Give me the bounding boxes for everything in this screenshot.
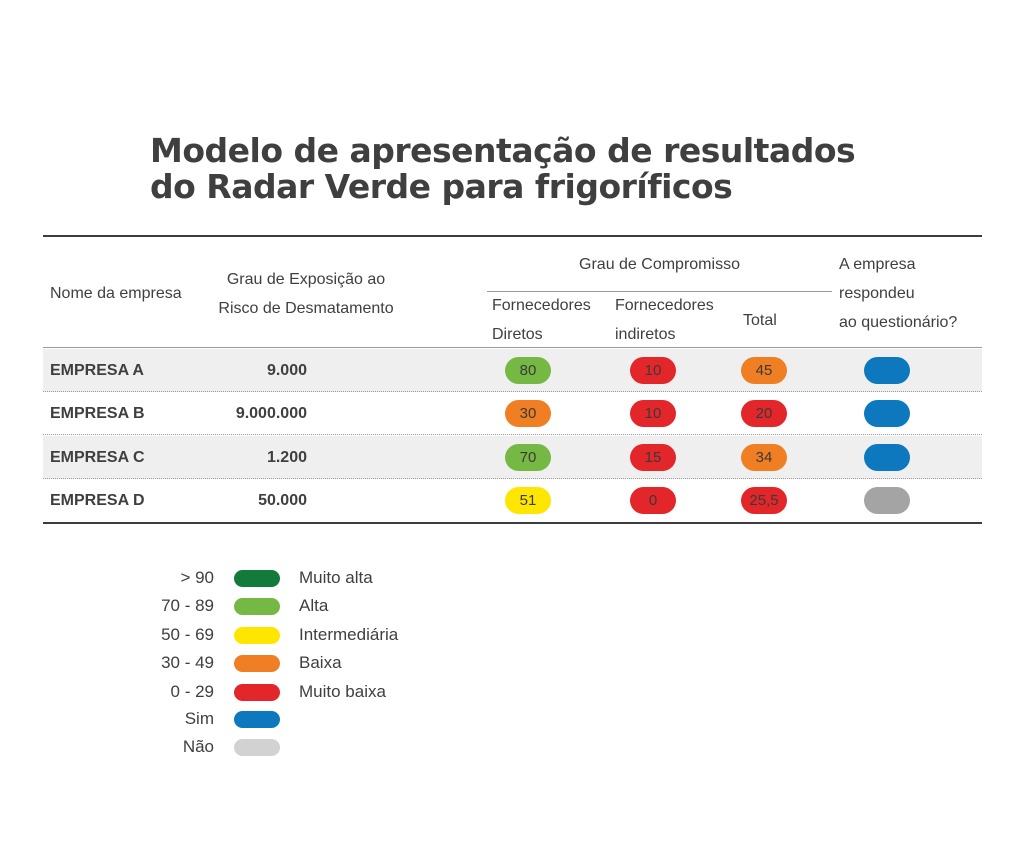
table-header-rule xyxy=(43,347,982,348)
row-divider xyxy=(43,478,982,479)
header-answered-questionnaire: A empresa respondeu ao questionário? xyxy=(839,256,958,331)
total-score-pill: 25,5 xyxy=(741,487,787,514)
legend-swatch xyxy=(234,627,280,644)
legend-range: 70 - 89 xyxy=(161,596,214,615)
header-commitment-rule xyxy=(487,291,832,292)
legend-label: Alta xyxy=(299,596,329,615)
direct-score-pill: 80 xyxy=(505,357,551,384)
direct-score-pill: 30 xyxy=(505,400,551,427)
legend-range: Não xyxy=(182,737,214,756)
total-score-pill: 45 xyxy=(741,357,787,384)
page-title: Modelo de apresentação de resultados do … xyxy=(150,133,950,205)
legend-item: 0 - 29 Muito baixa xyxy=(130,680,460,704)
legend-label: Muito alta xyxy=(299,568,373,587)
answered-status-pill xyxy=(864,487,910,514)
total-score-pill: 20 xyxy=(741,400,787,427)
row-divider xyxy=(43,391,982,392)
header-company-name: Nome da empresa xyxy=(50,285,182,302)
table-row: EMPRESA B 9.000.000 30 10 20 xyxy=(43,392,982,435)
header-indirect-suppliers: Fornecedores indiretos xyxy=(615,297,714,343)
legend-swatch xyxy=(234,570,280,587)
company-name: EMPRESA A xyxy=(50,362,144,379)
table-row: EMPRESA C 1.200 70 15 34 xyxy=(43,436,982,479)
legend-swatch xyxy=(234,739,280,756)
answered-status-pill xyxy=(864,444,910,471)
legend-item: 50 - 69 Intermediária xyxy=(130,623,460,647)
legend-label: Baixa xyxy=(299,653,342,672)
company-name: EMPRESA D xyxy=(50,492,145,509)
page-title-line-2: do Radar Verde para frigoríficos xyxy=(150,167,733,206)
legend-label: Intermediária xyxy=(299,625,399,644)
legend-item: Sim xyxy=(130,707,460,731)
company-name: EMPRESA C xyxy=(50,449,145,466)
legend-swatch xyxy=(234,684,280,701)
table-row: EMPRESA D 50.000 51 0 25,5 xyxy=(43,479,982,522)
indirect-score-pill: 0 xyxy=(630,487,676,514)
legend-item: 70 - 89 Alta xyxy=(130,594,460,618)
legend-swatch xyxy=(234,655,280,672)
legend-item: 30 - 49 Baixa xyxy=(130,651,460,675)
answered-status-pill xyxy=(864,400,910,427)
indirect-score-pill: 15 xyxy=(630,444,676,471)
indirect-score-pill: 10 xyxy=(630,400,676,427)
exposure-value: 9.000 xyxy=(266,362,307,379)
table-row: EMPRESA A 9.000 80 10 45 xyxy=(43,349,982,392)
header-commitment: Grau de Compromisso xyxy=(579,256,740,273)
legend-swatch xyxy=(234,711,280,728)
header-direct-suppliers: Fornecedores Diretos xyxy=(492,297,591,343)
legend-label: Muito baixa xyxy=(299,682,386,701)
table-top-rule xyxy=(43,235,982,237)
legend-range: > 90 xyxy=(180,568,214,587)
legend-swatch xyxy=(234,598,280,615)
legend-item: > 90 Muito alta xyxy=(130,566,460,590)
exposure-value: 9.000.000 xyxy=(235,405,307,422)
exposure-value: 50.000 xyxy=(258,492,307,509)
direct-score-pill: 51 xyxy=(505,487,551,514)
legend-range: Sim xyxy=(184,709,214,728)
header-total: Total xyxy=(743,312,777,329)
legend-range: 50 - 69 xyxy=(161,625,214,644)
row-divider xyxy=(43,434,982,435)
indirect-score-pill: 10 xyxy=(630,357,676,384)
company-name: EMPRESA B xyxy=(50,405,145,422)
direct-score-pill: 70 xyxy=(505,444,551,471)
answered-status-pill xyxy=(864,357,910,384)
table-bottom-rule xyxy=(43,522,982,524)
exposure-value: 1.200 xyxy=(266,449,307,466)
header-exposure: Grau de Exposição ao Risco de Desmatamen… xyxy=(218,271,394,317)
legend-range: 30 - 49 xyxy=(161,653,214,672)
legend-range: 0 - 29 xyxy=(170,682,214,701)
page-title-line-1: Modelo de apresentação de resultados xyxy=(150,131,856,170)
legend-item: Não xyxy=(130,735,460,759)
total-score-pill: 34 xyxy=(741,444,787,471)
